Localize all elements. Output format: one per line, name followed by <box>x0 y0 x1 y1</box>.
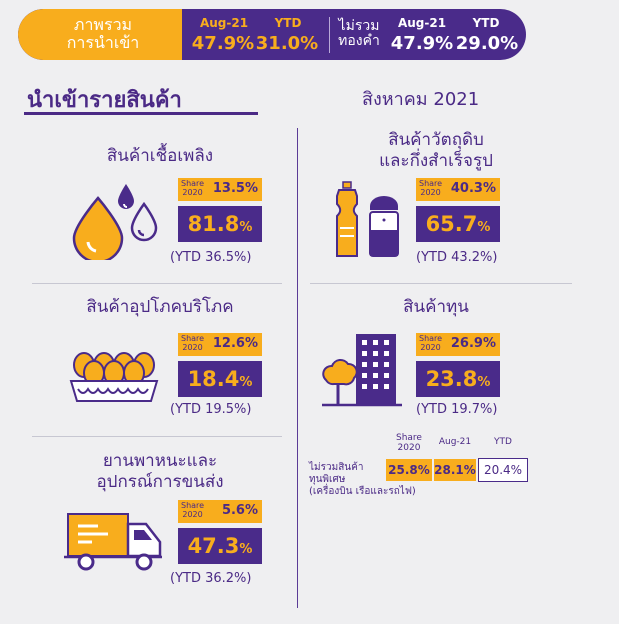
vehicle-growth-box: 47.3% <box>178 528 262 564</box>
summary-excl-label: ไม่รวม ทองคำ <box>338 18 380 49</box>
summary-total-label: ภาพรวม การนำเข้า <box>66 15 140 52</box>
capital-share-value: 26.9% <box>450 336 496 351</box>
excl-aug-value: 28.1% <box>434 459 476 481</box>
fuel-growth-box: 81.8% <box>178 206 262 242</box>
summary-aug-header: Aug-21 <box>199 16 249 30</box>
capital-growth-box: 23.8% <box>416 361 500 397</box>
capital-title: สินค้าทุน <box>403 297 469 317</box>
fuel-ytd: (YTD 36.5%) <box>170 250 252 265</box>
capital-share-box: Share 2020 26.9% <box>416 333 500 356</box>
vehicle-growth-value: 47.3 <box>187 534 240 558</box>
summary-divider <box>329 17 330 53</box>
raw-share-value: 40.3% <box>450 181 496 196</box>
excl-share-header: Share 2020 <box>396 433 422 453</box>
summary-bar: ภาพรวม การนำเข้า Aug-21 YTD 47.9% 31.0% … <box>18 9 526 60</box>
capital-ytd: (YTD 19.7%) <box>416 402 498 417</box>
oil-drops-icon <box>72 184 158 260</box>
raw-growth-value: 65.7 <box>425 212 478 236</box>
egg-tray-icon <box>69 352 159 402</box>
fuel-share-value: 13.5% <box>212 181 258 196</box>
summary-excl-ytd-header: YTD <box>472 16 500 30</box>
vehicle-share-box: Share 2020 5.6% <box>178 500 262 523</box>
vehicle-title: ยานพาหนะและ อุปกรณ์การขนส่ง <box>96 451 224 492</box>
fuel-share-box: Share 2020 13.5% <box>178 178 262 201</box>
consumer-share-value: 12.6% <box>212 336 258 351</box>
month-label: สิงหาคม 2021 <box>362 89 480 110</box>
summary-total-aug: 47.9% <box>191 33 255 54</box>
row-divider-left-2 <box>32 436 282 437</box>
summary-excl-aug: 47.9% <box>390 33 454 54</box>
excl-note: ไม่รวมสินค้า ทุนพิเศษ (เครื่องบิน เรือแล… <box>309 462 416 497</box>
fuel-growth-value: 81.8 <box>187 212 240 236</box>
vehicle-ytd: (YTD 36.2%) <box>170 571 252 586</box>
summary-total-ytd: 31.0% <box>255 33 319 54</box>
excl-share-value: 25.8% <box>386 459 432 481</box>
page-title: นำเข้ารายสินค้า <box>27 88 182 113</box>
bottles-icon <box>336 181 399 257</box>
raw-ytd: (YTD 43.2%) <box>416 250 498 265</box>
building-tree-icon <box>322 334 402 407</box>
excl-aug-header: Aug-21 <box>438 437 472 447</box>
excl-ytd-header: YTD <box>494 437 512 447</box>
consumer-share-box: Share 2020 12.6% <box>178 333 262 356</box>
row-divider-left-1 <box>32 283 282 284</box>
row-divider-right-1 <box>310 283 572 284</box>
summary-excl-aug-header: Aug-21 <box>397 16 447 30</box>
fuel-title: สินค้าเชื้อเพลิง <box>106 146 214 166</box>
raw-title: สินค้าวัตถุดิบ และกึ่งสำเร็จรูป <box>379 130 493 171</box>
raw-growth-box: 65.7% <box>416 206 500 242</box>
consumer-growth-value: 18.4 <box>187 367 240 391</box>
capital-growth-value: 23.8 <box>425 367 478 391</box>
vehicle-share-value: 5.6% <box>221 503 258 518</box>
excl-ytd-value: 20.4% <box>478 458 528 482</box>
consumer-ytd: (YTD 19.5%) <box>170 402 252 417</box>
consumer-title: สินค้าอุปโภคบริโภค <box>86 297 234 317</box>
summary-excl-ytd: 29.0% <box>455 33 519 54</box>
summary-ytd-header: YTD <box>274 16 302 30</box>
title-underline <box>24 112 258 115</box>
summary-total-pill <box>18 9 182 60</box>
raw-share-box: Share 2020 40.3% <box>416 178 500 201</box>
consumer-growth-box: 18.4% <box>178 361 262 397</box>
center-divider <box>297 128 298 608</box>
truck-icon <box>64 513 162 571</box>
